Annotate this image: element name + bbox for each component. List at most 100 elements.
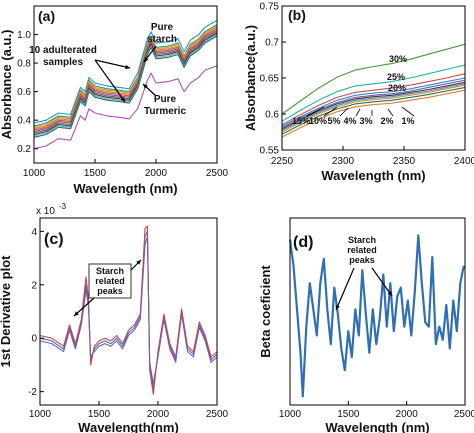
series-line-1 xyxy=(39,230,218,390)
annotation-starch-peaks-line3: peaks xyxy=(349,255,375,265)
y-tick-label: 0.6 xyxy=(265,110,279,121)
arrow-head xyxy=(143,84,148,89)
series-line-5 xyxy=(33,28,218,131)
y-axis-label: Beta coeficient xyxy=(258,265,273,358)
y-axis-label: 1st Derivative plot xyxy=(0,255,13,368)
series-label-6: 5% xyxy=(327,116,340,126)
series-line-1 xyxy=(288,234,465,398)
x-tick-label: 2500 xyxy=(206,168,229,179)
x-axis-label: Wavelength(nm) xyxy=(78,420,179,433)
y-tick-label: 0.8 xyxy=(17,59,31,70)
series-line-5 xyxy=(281,79,466,129)
y-tick-label: 0 xyxy=(31,334,37,345)
annotation-box xyxy=(88,263,132,299)
x-axis-label: Wavelength (nm) xyxy=(321,168,425,183)
y-axis-label: Absorbance (a.u.) xyxy=(0,30,14,140)
panel-a: 1000 1500 2000 2500 0.2 0.4 0.6 0.8 1.0 Wavelengt… xyxy=(0,5,229,196)
x-axis-label: Wavelength (nm) xyxy=(325,420,429,433)
panel-label: (c) xyxy=(44,231,64,248)
series-label-1: 30% xyxy=(389,54,407,64)
series-label-7: 4% xyxy=(343,116,356,126)
annotation-arrow xyxy=(335,267,355,311)
arrow-head xyxy=(125,64,130,70)
y-tick-label: 0.6 xyxy=(17,87,31,98)
panel-label: (d) xyxy=(293,234,313,251)
panel-c: 1000 1500 2000 2500 -2 0 2 4 Wavelength(nm) 1st D… xyxy=(0,202,229,433)
arrow-head xyxy=(120,97,125,102)
series-label-10: 1% xyxy=(401,116,414,126)
annotation-arrow xyxy=(94,59,126,103)
x-tick-label: 2000 xyxy=(396,409,419,420)
series-label-9: 2% xyxy=(380,116,393,126)
series-line-11 xyxy=(33,65,218,150)
y-tick-label: 4 xyxy=(31,227,37,238)
series-line-8 xyxy=(281,84,466,133)
annotation-pure-turmeric-line2: Turmeric xyxy=(144,106,186,117)
panel-label: (b) xyxy=(288,7,306,23)
series-label-8: 3% xyxy=(359,116,372,126)
annotation-pure-starch-line2: starch xyxy=(147,34,177,45)
y-tick-label: 1.0 xyxy=(17,30,31,41)
scale-exponent: -3 xyxy=(59,202,67,211)
series-label-5: 10% xyxy=(309,116,327,126)
x-tick-label: 2400 xyxy=(454,156,474,167)
series-label-pointer xyxy=(339,107,349,117)
annotation-starch-peaks-line3: peaks xyxy=(97,286,123,296)
panel-b: 2250 2300 2350 2400 0.55 0.6 0.65 0.7 0.75 Wavele… xyxy=(243,2,474,184)
arrow-head xyxy=(74,311,79,316)
annotation-adulterated-line2: samples xyxy=(43,57,83,68)
x-tick-label: 1000 xyxy=(23,168,46,179)
series-label-3: 20% xyxy=(388,83,406,93)
y-axis-label: Absorbance(a.u.) xyxy=(243,25,258,131)
annotation-starch-peaks-line2: related xyxy=(347,245,377,255)
series-label-pointer xyxy=(401,106,415,117)
x-tick-label: 2500 xyxy=(454,409,474,420)
y-tick-label: -2 xyxy=(28,387,37,398)
series-line-2 xyxy=(281,64,466,122)
y-tick-label: 0.4 xyxy=(17,116,31,127)
y-tick-label: 0.2 xyxy=(17,144,31,155)
plot-frame xyxy=(33,5,218,164)
x-tick-label: 1500 xyxy=(88,409,111,420)
panel-d: 1000 1500 2000 2500 Wavelength (nm) Beta coef… xyxy=(258,217,474,433)
y-tick-label: 0.55 xyxy=(260,146,280,157)
series-line-2 xyxy=(33,24,218,127)
scale-multiplier: x 10 xyxy=(36,206,55,217)
x-tick-label: 2300 xyxy=(332,156,355,167)
plot-frame xyxy=(39,217,218,406)
series-line-3 xyxy=(281,73,466,126)
series-line-9 xyxy=(281,86,466,135)
series-line-1 xyxy=(281,43,466,115)
x-tick-label: 1000 xyxy=(279,409,302,420)
series-line-2 xyxy=(39,225,218,395)
plot-frame xyxy=(289,217,466,406)
series-label-pointer xyxy=(306,106,325,117)
series-line-3 xyxy=(39,236,218,385)
x-tick-label: 2350 xyxy=(393,156,416,167)
annotation-pure-starch: Pure xyxy=(151,22,174,33)
series-line-7 xyxy=(281,83,466,132)
annotation-starch-peaks: Starch xyxy=(96,266,124,276)
arrow-head xyxy=(144,57,149,62)
x-tick-label: 1500 xyxy=(337,409,360,420)
series-line-1 xyxy=(33,19,218,124)
annotation-starch-peaks: Starch xyxy=(348,235,376,245)
panel-label: (a) xyxy=(38,8,55,24)
series-label-2: 25% xyxy=(387,72,405,82)
arrow-head xyxy=(136,260,141,265)
y-tick-label: 2 xyxy=(31,280,37,291)
series-line-6 xyxy=(281,81,466,130)
series-line-10 xyxy=(33,35,218,138)
series-label-pointer xyxy=(323,106,338,117)
arrow-head xyxy=(387,291,392,296)
y-tick-label: 0.65 xyxy=(260,74,280,85)
y-tick-label: 0.7 xyxy=(265,38,279,49)
annotation-starch-peaks-line2: related xyxy=(95,276,125,286)
arrow-head xyxy=(335,305,340,310)
x-tick-label: 1000 xyxy=(29,409,52,420)
x-axis-label: Wavelength (nm) xyxy=(73,181,177,196)
x-tick-label: 1500 xyxy=(84,168,107,179)
annotation-arrow xyxy=(94,59,131,69)
x-tick-label: 2000 xyxy=(147,409,170,420)
